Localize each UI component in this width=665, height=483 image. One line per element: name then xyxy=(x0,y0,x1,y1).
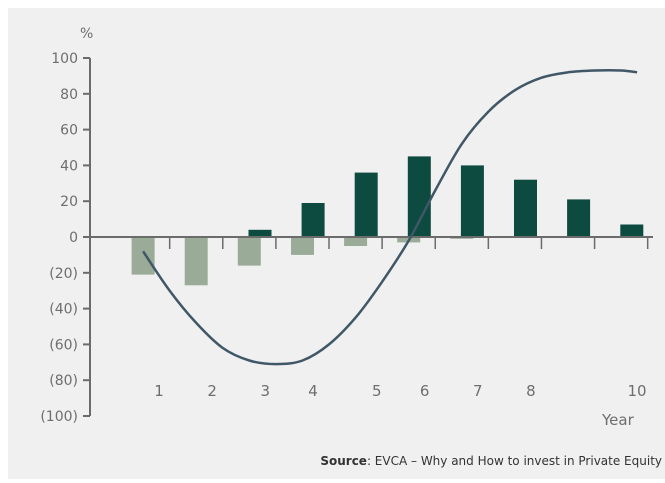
positive-bar-12 xyxy=(514,179,537,237)
y-tick-label-8: (60) xyxy=(49,337,78,353)
x-tick-label-3: 4 xyxy=(308,382,318,400)
positive-bar-5 xyxy=(301,203,325,237)
positive-bar-3 xyxy=(248,229,272,237)
negative-bar-4 xyxy=(291,237,314,255)
y-tick-label-0: 100 xyxy=(51,51,78,67)
y-tick-label-2: 60 xyxy=(60,123,78,139)
source-label: Source xyxy=(320,454,367,468)
unit-label: % xyxy=(80,26,93,42)
positive-bar-14 xyxy=(620,224,644,237)
positive-bar-13 xyxy=(567,199,591,237)
axes-layer xyxy=(83,57,653,417)
x-tick-label-2: 3 xyxy=(261,382,271,400)
panel-background xyxy=(8,8,665,479)
y-tick-label-5: 0 xyxy=(69,230,78,246)
bars-layer xyxy=(131,156,644,286)
x-tick-label-0: 1 xyxy=(154,382,164,400)
negative-bar-2 xyxy=(237,237,261,266)
cumulative-return-curve xyxy=(142,69,638,366)
y-tick-label-3: 40 xyxy=(60,158,78,174)
y-tick-label-9: (80) xyxy=(49,373,78,389)
y-tick-label-4: 20 xyxy=(60,194,78,210)
y-tick-label-10: (100) xyxy=(40,409,78,425)
x-tick-label-8: 10 xyxy=(628,382,647,400)
negative-bar-6 xyxy=(344,237,368,246)
x-tick-label-5: 6 xyxy=(420,382,430,400)
source-note: Source: EVCA – Why and How to invest in … xyxy=(320,454,662,468)
positive-bar-9 xyxy=(407,156,431,237)
x-tick-labels: 1 2 3 4 5 6 7 8 10 xyxy=(154,382,646,400)
negative-bar-0 xyxy=(131,237,155,275)
y-tick-labels: 100 80 60 40 20 0 (20) (40) (60) (80) (100) xyxy=(40,51,78,425)
y-tick-label-7: (40) xyxy=(49,302,78,318)
x-axis-label: Year xyxy=(601,411,635,429)
negative-bar-1 xyxy=(184,237,208,286)
y-tick-label-1: 80 xyxy=(60,87,78,103)
positive-bar-11 xyxy=(460,165,484,237)
source-text: : EVCA – Why and How to invest in Privat… xyxy=(367,454,662,468)
x-tick-label-7: 8 xyxy=(526,382,536,400)
y-tick-label-6: (20) xyxy=(49,266,78,282)
x-tick-label-4: 5 xyxy=(372,382,382,400)
positive-bar-7 xyxy=(354,172,378,237)
x-tick-label-1: 2 xyxy=(207,382,217,400)
x-tick-label-6: 7 xyxy=(473,382,483,400)
